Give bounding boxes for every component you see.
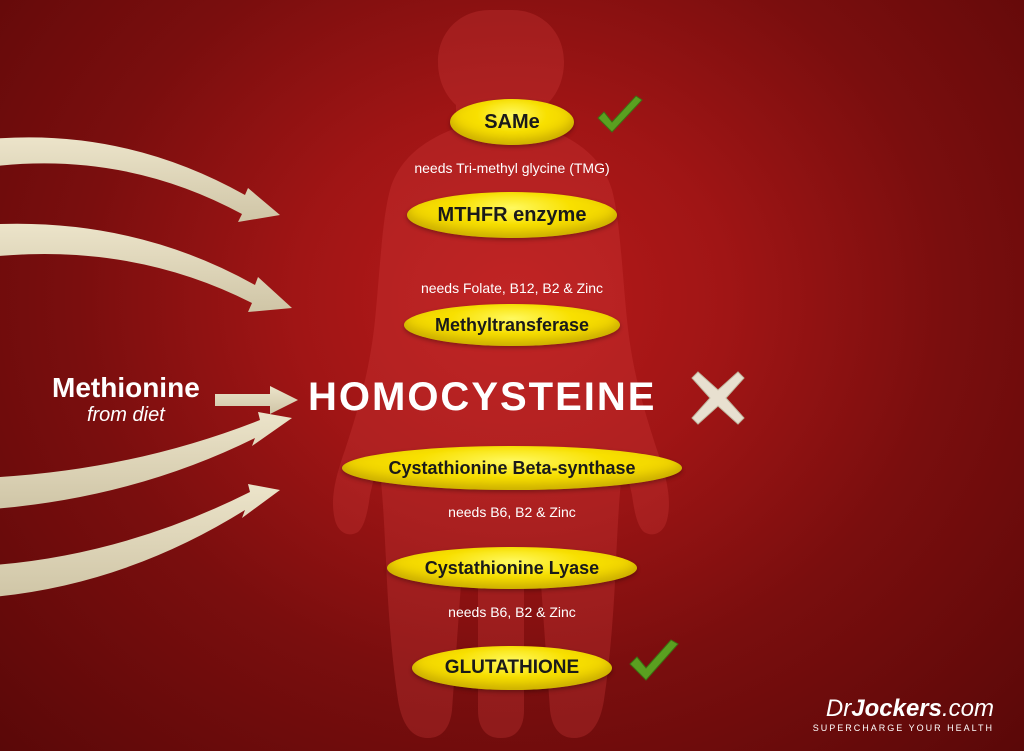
needs-tmg: needs Tri-methyl glycine (TMG) — [412, 160, 612, 176]
pill-cbs: Cystathionine Beta-synthase — [342, 446, 682, 490]
needs-folate: needs Folate, B12, B2 & Zinc — [412, 280, 612, 296]
checkmark-icon — [624, 638, 684, 690]
methionine-line2: from diet — [52, 404, 200, 427]
logo-main: Jockers — [851, 695, 942, 722]
logo-brand: DrJockers.com — [813, 695, 994, 723]
logo: DrJockers.com SUPERCHARGE YOUR HEALTH — [813, 695, 994, 733]
logo-prefix: Dr — [826, 695, 851, 722]
pill-same-label: SAMe — [484, 111, 540, 134]
checkmark-icon — [592, 94, 648, 142]
pill-methyltransferase-label: Methyltransferase — [435, 315, 589, 336]
methionine-line1: Methionine — [52, 372, 200, 404]
logo-suffix: .com — [942, 695, 994, 722]
logo-tagline: SUPERCHARGE YOUR HEALTH — [813, 723, 994, 733]
pill-mthfr-label: MTHFR enzyme — [438, 204, 587, 227]
pill-same: SAMe — [450, 99, 574, 145]
pill-methyltransferase: Methyltransferase — [404, 304, 620, 346]
x-icon — [690, 370, 746, 426]
pill-glutathione: GLUTATHIONE — [412, 646, 612, 690]
pill-mthfr: MTHFR enzyme — [407, 192, 617, 238]
homocysteine-title: HOMOCYSTEINE — [308, 375, 656, 420]
pill-glutathione-label: GLUTATHIONE — [445, 657, 579, 679]
pill-clyase-label: Cystathionine Lyase — [425, 558, 599, 579]
needs-b6-1: needs B6, B2 & Zinc — [412, 504, 612, 520]
methionine-label: Methionine from diet — [52, 372, 200, 427]
pill-cbs-label: Cystathionine Beta-synthase — [388, 458, 635, 479]
needs-b6-2: needs B6, B2 & Zinc — [412, 604, 612, 620]
pill-clyase: Cystathionine Lyase — [387, 547, 637, 589]
